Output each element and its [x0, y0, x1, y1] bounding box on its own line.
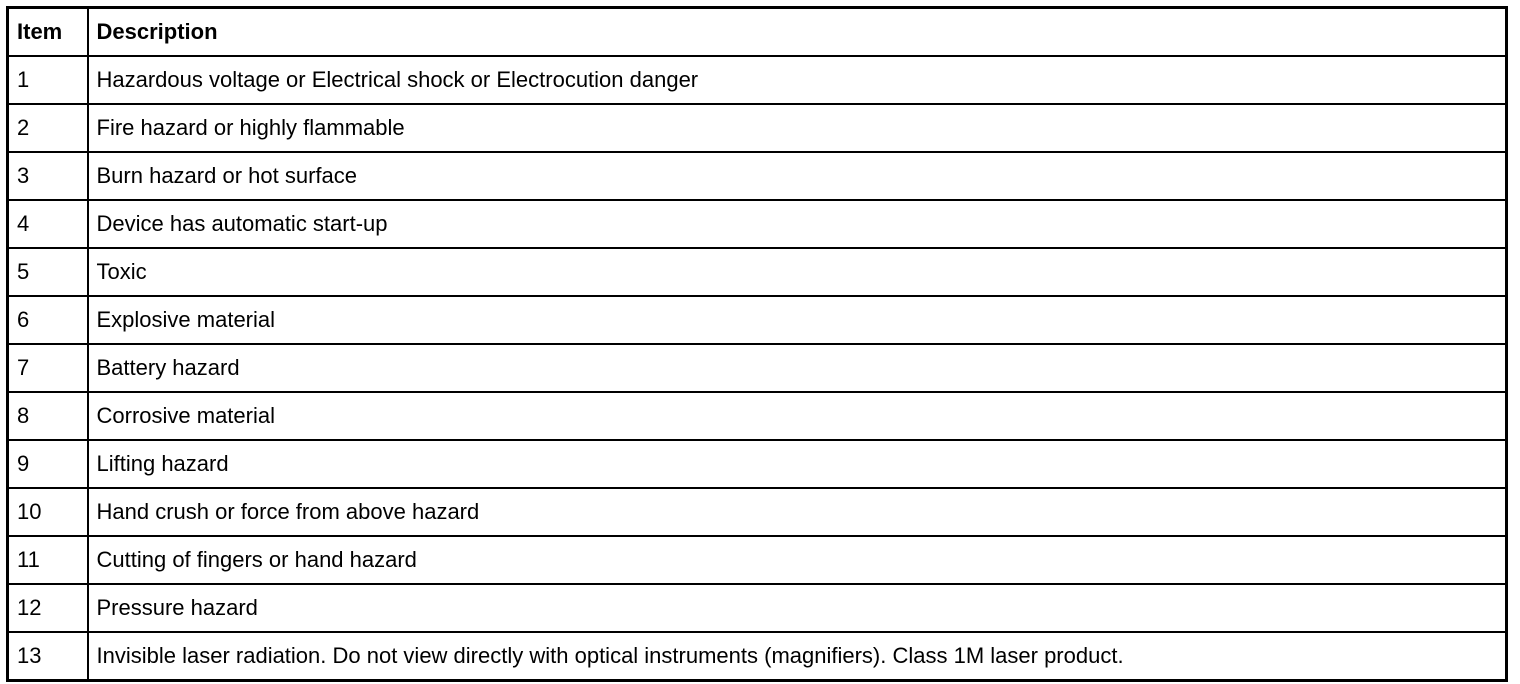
description-cell: Corrosive material [86, 391, 1508, 441]
table-row: 13 Invisible laser radiation. Do not view… [6, 631, 1508, 682]
table-body: 1 Hazardous voltage or Electrical shock o… [6, 55, 1508, 682]
description-cell: Device has automatic start-up [86, 199, 1508, 249]
item-cell: 9 [6, 439, 89, 489]
item-cell: 8 [6, 391, 89, 441]
item-cell: 5 [6, 247, 89, 297]
item-cell: 6 [6, 295, 89, 345]
item-cell: 10 [6, 487, 89, 537]
table-row: 9 Lifting hazard [6, 439, 1508, 489]
table-row: 8 Corrosive material [6, 391, 1508, 441]
item-cell: 12 [6, 583, 89, 633]
table-row: 7 Battery hazard [6, 343, 1508, 393]
item-cell: 1 [6, 55, 89, 105]
table-row: 12 Pressure hazard [6, 583, 1508, 633]
description-cell: Fire hazard or highly flammable [86, 103, 1508, 153]
header-cell: Description [86, 6, 1508, 57]
description-cell: Invisible laser radiation. Do not view d… [86, 631, 1508, 682]
table-row: 1 Hazardous voltage or Electrical shock o… [6, 55, 1508, 105]
description-cell: Hazardous voltage or Electrical shock or… [86, 55, 1508, 105]
item-cell: 4 [6, 199, 89, 249]
table-row: 6 Explosive material [6, 295, 1508, 345]
hazard-table: Item Description 1 Hazardous voltage or E… [6, 6, 1508, 682]
description-cell: Cutting of fingers or hand hazard [86, 535, 1508, 585]
description-cell: Battery hazard [86, 343, 1508, 393]
item-cell: 11 [6, 535, 89, 585]
description-cell: Hand crush or force from above hazard [86, 487, 1508, 537]
table-row: 4 Device has automatic start-up [6, 199, 1508, 249]
description-cell: Toxic [86, 247, 1508, 297]
table-row: 3 Burn hazard or hot surface [6, 151, 1508, 201]
item-cell: 3 [6, 151, 89, 201]
table-row: 10 Hand crush or force from above hazard [6, 487, 1508, 537]
description-cell: Pressure hazard [86, 583, 1508, 633]
item-cell: 13 [6, 631, 89, 682]
table-row: 11 Cutting of fingers or hand hazard [6, 535, 1508, 585]
table-row: 2 Fire hazard or highly flammable [6, 103, 1508, 153]
description-cell: Explosive material [86, 295, 1508, 345]
item-cell: 7 [6, 343, 89, 393]
item-cell: 2 [6, 103, 89, 153]
header-row: Item Description [6, 6, 1508, 57]
header-cell: Item [6, 6, 89, 57]
description-cell: Lifting hazard [86, 439, 1508, 489]
table-row: 5 Toxic [6, 247, 1508, 297]
description-cell: Burn hazard or hot surface [86, 151, 1508, 201]
